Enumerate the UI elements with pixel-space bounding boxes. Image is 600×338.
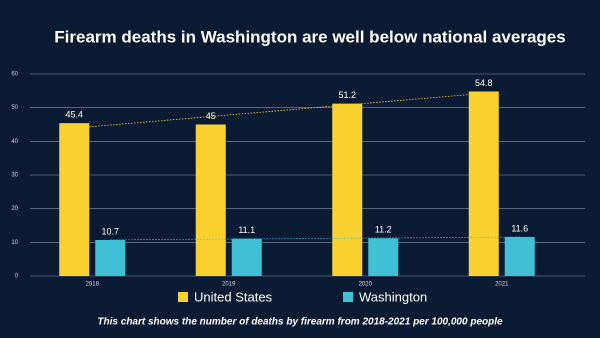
legend-swatch bbox=[343, 292, 353, 302]
value-label: 51.2 bbox=[338, 90, 356, 100]
legend-label: Washington bbox=[359, 289, 427, 304]
y-tick-label: 10 bbox=[11, 240, 18, 246]
value-label: 45 bbox=[206, 111, 216, 121]
y-tick-label: 60 bbox=[11, 72, 18, 78]
x-tick-label: 2019 bbox=[222, 282, 236, 288]
value-label: 10.7 bbox=[101, 226, 119, 236]
bar bbox=[332, 103, 363, 276]
value-label: 54.8 bbox=[475, 78, 493, 88]
bar bbox=[59, 123, 90, 276]
chart-title: Firearm deaths in Washington are well be… bbox=[54, 27, 565, 46]
y-tick-label: 30 bbox=[11, 173, 18, 179]
y-tick-label: 20 bbox=[11, 206, 18, 212]
y-tick-label: 40 bbox=[11, 139, 18, 145]
bar bbox=[195, 124, 226, 276]
trend-line bbox=[74, 92, 484, 129]
value-label: 11.1 bbox=[238, 225, 255, 235]
value-label: 45.4 bbox=[65, 110, 83, 120]
x-tick-label: 2021 bbox=[495, 282, 509, 288]
trend-line bbox=[110, 236, 520, 241]
y-tick-label: 50 bbox=[11, 105, 18, 111]
bar bbox=[468, 91, 499, 276]
value-label: 11.2 bbox=[375, 225, 392, 235]
x-tick-label: 2020 bbox=[359, 282, 373, 288]
y-tick-label: 0 bbox=[15, 274, 19, 280]
legend-swatch bbox=[178, 292, 188, 302]
bar bbox=[504, 236, 535, 276]
bar bbox=[368, 238, 399, 276]
x-tick-label: 2018 bbox=[86, 282, 100, 288]
legend-label: United States bbox=[194, 289, 273, 304]
bar bbox=[231, 238, 262, 276]
value-label: 11.6 bbox=[511, 223, 528, 233]
bar bbox=[95, 239, 126, 276]
chart-subtitle: This chart shows the number of deaths by… bbox=[97, 317, 503, 328]
